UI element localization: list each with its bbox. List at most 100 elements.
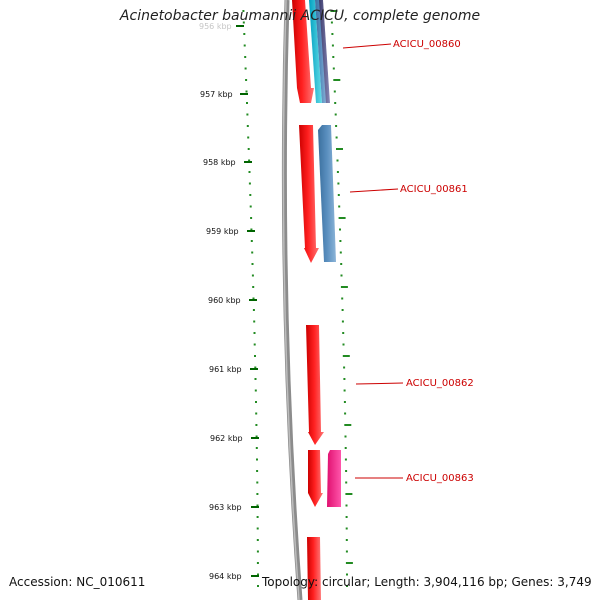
gc-skew-dot xyxy=(335,125,338,127)
gc-skew-dot xyxy=(250,217,253,219)
gc-skew-dot xyxy=(255,435,258,438)
gene-arrow-reverse[interactable] xyxy=(315,0,327,103)
gene-label[interactable]: ACICU_00861 xyxy=(400,184,468,195)
gc-skew-dot xyxy=(255,447,258,449)
scale-tick: 958 kbp xyxy=(203,158,252,167)
gene-label[interactable]: ACICU_00860 xyxy=(393,39,461,50)
genome-backbone xyxy=(281,0,303,600)
scale-tick: 962 kbp xyxy=(210,434,259,443)
gene-arrow-reverse[interactable] xyxy=(319,0,330,103)
accession-text: Accession: NC_010611 xyxy=(9,575,146,589)
gc-skew-dot xyxy=(243,33,246,35)
gc-skew-dot xyxy=(251,251,254,254)
gene-arrow-forward[interactable] xyxy=(306,325,324,445)
scale-tick: 964 kbp xyxy=(209,572,259,581)
gene-arrow-reverse[interactable] xyxy=(327,450,341,507)
gene-arrow-forward[interactable] xyxy=(299,125,319,263)
gc-skew-dot xyxy=(343,366,346,369)
gc-skew-dot xyxy=(254,378,257,380)
gc-skew-dot xyxy=(336,148,343,150)
gc-skew-dot xyxy=(345,539,348,541)
gc-skew-dot xyxy=(346,585,348,587)
gc-skew-dot xyxy=(341,297,344,300)
scale-tick: 956 kbp xyxy=(199,22,244,31)
gene-label[interactable]: ACICU_00862 xyxy=(406,378,474,389)
gc-skew-dot xyxy=(345,562,353,564)
gc-skew-dot xyxy=(246,125,249,127)
scale-tick-label: 960 kbp xyxy=(208,296,241,305)
gc-skew-dot xyxy=(257,573,259,576)
scale-ticks: 956 kbp 957 kbp 958 kbp 959 kbp 960 kbp … xyxy=(199,22,259,581)
scale-tick-label: 959 kbp xyxy=(206,227,239,236)
gc-skew-dot xyxy=(256,493,259,495)
gc-skew-dot xyxy=(338,205,341,208)
genome-title: Acinetobacter baumannii ACICU, complete … xyxy=(119,8,481,24)
gc-skew-dot xyxy=(335,136,338,139)
gc-skew-dot xyxy=(330,21,333,24)
gc-skew-dot xyxy=(256,516,259,518)
gc-skew-dot xyxy=(334,113,337,116)
gc-skew-dot xyxy=(339,228,341,231)
gc-skew-dot xyxy=(332,67,335,70)
gc-skew-dot xyxy=(244,67,247,70)
gc-skew-dot xyxy=(245,90,248,93)
gc-skew-dot xyxy=(342,343,345,346)
gc-skew-dot xyxy=(336,171,339,173)
gc-skew-dot xyxy=(248,159,251,162)
gc-skew-dot xyxy=(248,171,251,173)
gene-arrow-reverse[interactable] xyxy=(318,125,336,262)
genome-stats-text: Topology: circular; Length: 3,904,116 bp… xyxy=(262,575,592,589)
gc-skew-dot xyxy=(248,182,251,185)
gc-skew-dot xyxy=(256,527,259,530)
gc-skew-dot xyxy=(345,470,348,472)
gc-skew-track-inner xyxy=(242,10,259,587)
gc-skew-dot xyxy=(242,21,245,24)
gc-skew-dot xyxy=(343,378,346,380)
gc-skew-dot xyxy=(255,424,258,426)
gene-label[interactable]: ACICU_00863 xyxy=(406,473,474,484)
gc-skew-dot xyxy=(247,148,250,150)
gc-skew-dot xyxy=(345,493,353,495)
gc-skew-dot xyxy=(334,102,337,104)
gc-skew-dot xyxy=(345,516,348,518)
gc-skew-dot xyxy=(252,309,255,311)
gene-features xyxy=(292,0,341,600)
gc-skew-dot xyxy=(252,297,255,300)
scale-tick-label: 963 kbp xyxy=(209,503,242,512)
gene-arrow-forward[interactable] xyxy=(292,0,314,103)
gene-arrow-reverse[interactable] xyxy=(309,0,322,103)
gc-skew-dot xyxy=(256,470,259,472)
gc-skew-dot xyxy=(345,527,348,530)
gene-arrow-forward[interactable] xyxy=(307,537,321,600)
gc-skew-dot xyxy=(250,240,253,242)
gc-skew-dot xyxy=(243,44,246,47)
gc-skew-dot xyxy=(244,56,247,58)
gc-skew-dot xyxy=(342,332,345,334)
scale-tick: 960 kbp xyxy=(208,296,257,305)
gc-skew-dot xyxy=(341,309,344,311)
gc-skew-track-outer xyxy=(330,10,353,587)
scale-tick-label: 962 kbp xyxy=(210,434,243,443)
gc-skew-dot xyxy=(242,10,245,12)
gc-skew-dot xyxy=(345,481,348,484)
gc-skew-dot xyxy=(251,274,254,277)
scale-tick: 959 kbp xyxy=(206,227,255,236)
gc-skew-dot xyxy=(246,113,249,116)
gc-skew-dot xyxy=(253,320,256,323)
gc-skew-dot xyxy=(255,412,258,415)
gene-arrow-forward[interactable] xyxy=(308,450,323,507)
gc-skew-dot xyxy=(252,286,255,288)
gc-skew-dot xyxy=(250,228,253,231)
gc-skew-dot xyxy=(336,159,339,162)
gc-skew-dot xyxy=(333,79,341,81)
gc-skew-dot xyxy=(332,56,335,58)
gc-skew-dot xyxy=(256,458,258,461)
gc-skew-dot xyxy=(249,194,252,196)
scale-tick-label: 961 kbp xyxy=(209,365,242,374)
gc-skew-dot xyxy=(256,539,259,541)
gc-skew-dot xyxy=(333,90,336,93)
gc-skew-dot xyxy=(339,251,342,254)
scale-tick: 961 kbp xyxy=(209,365,258,374)
gc-skew-dot xyxy=(256,481,259,484)
